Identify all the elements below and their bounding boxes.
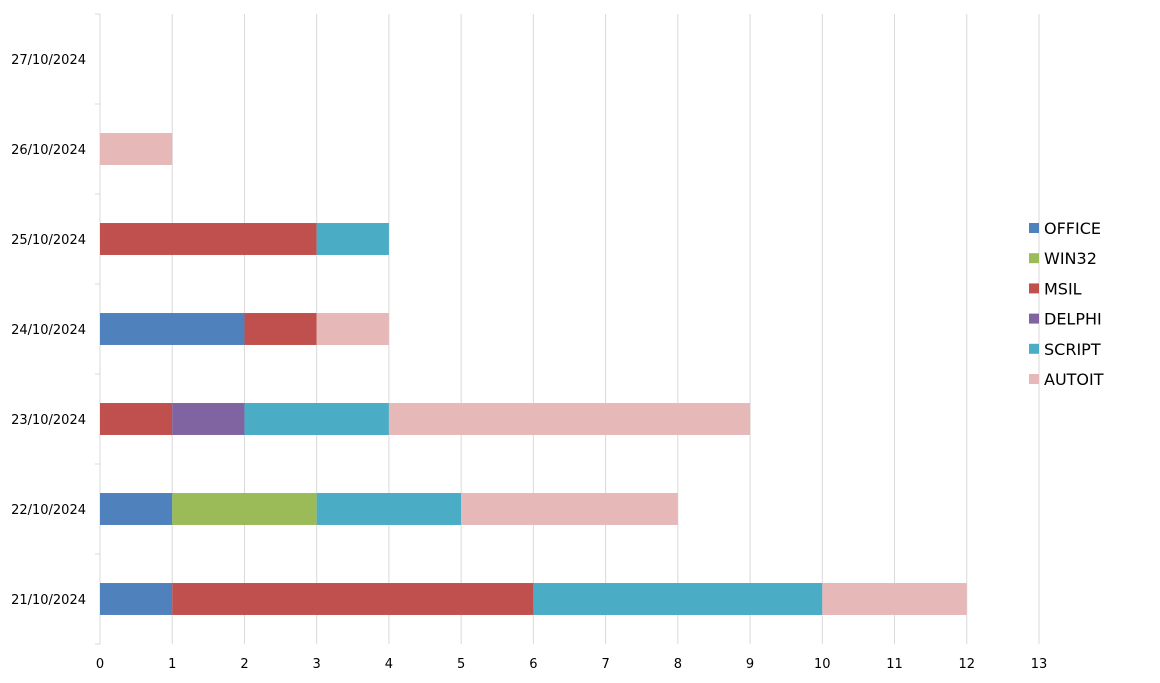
bar-script-23-10-2024	[244, 403, 389, 435]
bars	[100, 133, 967, 615]
x-tick-label-6: 6	[529, 657, 537, 672]
gridlines	[171, 14, 1040, 644]
category-label: 24/10/2024	[11, 323, 86, 338]
legend-swatch-office	[1029, 223, 1039, 233]
category-label: 23/10/2024	[11, 413, 86, 428]
bar-office-21-10-2024	[100, 583, 173, 615]
category-label: 26/10/2024	[11, 143, 86, 158]
bar-office-22-10-2024	[100, 493, 173, 525]
bar-autoit-22-10-2024	[461, 493, 678, 525]
bar-msil-21-10-2024	[172, 583, 534, 615]
category-label: 21/10/2024	[11, 593, 86, 608]
legend-label-script: SCRIPT	[1044, 340, 1101, 359]
category-label: 27/10/2024	[11, 53, 86, 68]
category-labels: 21/10/2024 22/10/2024 23/10/2024 24/10/2024…	[11, 53, 86, 608]
legend-swatch-script	[1029, 343, 1039, 354]
bar-autoit-23-10-2024	[388, 403, 751, 435]
legend-label-win32: WIN32	[1044, 249, 1097, 268]
bar-script-25-10-2024	[316, 223, 389, 255]
x-tick-label-11: 11	[886, 657, 903, 672]
legend-swatch-autoit	[1029, 374, 1039, 384]
bar-msil-25-10-2024	[100, 223, 317, 255]
bar-msil-23-10-2024	[100, 403, 173, 435]
bar-office-24-10-2024	[100, 313, 245, 345]
x-tick-label-8: 8	[674, 657, 682, 672]
x-tick-label-10: 10	[814, 657, 831, 672]
legend: OFFICE WIN32 MSIL DELPHI SCRIPT AUTOIT	[1029, 219, 1104, 389]
x-tick-label-3: 3	[313, 657, 321, 672]
legend-label-msil: MSIL	[1044, 279, 1082, 298]
axes	[95, 13, 101, 645]
legend-label-autoit: AUTOIT	[1044, 370, 1104, 389]
bar-delphi-23-10-2024	[172, 403, 245, 435]
bar-win32-22-10-2024	[172, 493, 317, 525]
x-tick-label-7: 7	[601, 657, 609, 672]
x-tick-label-2: 2	[240, 657, 248, 672]
bar-msil-24-10-2024	[244, 313, 317, 345]
x-tick-label-0: 0	[96, 657, 104, 672]
bar-script-21-10-2024	[533, 583, 823, 615]
category-label: 25/10/2024	[11, 233, 86, 248]
legend-label-office: OFFICE	[1044, 219, 1101, 238]
x-tick-label-5: 5	[457, 657, 465, 672]
x-tick-label-13: 13	[1031, 657, 1048, 672]
legend-label-delphi: DELPHI	[1044, 310, 1102, 329]
bar-autoit-26-10-2024	[100, 133, 173, 165]
x-tick-label-1: 1	[168, 657, 176, 672]
bar-autoit-21-10-2024	[822, 583, 967, 615]
category-label: 22/10/2024	[11, 503, 86, 518]
legend-swatch-msil	[1029, 283, 1039, 294]
x-tick-labels: 0 1 2 3 4 5 6 7 8 9 10 11 12 13	[96, 657, 1047, 672]
legend-swatch-win32	[1029, 253, 1039, 264]
x-tick-label-9: 9	[746, 657, 754, 672]
bar-script-22-10-2024	[316, 493, 462, 525]
bar-autoit-24-10-2024	[316, 313, 389, 345]
x-tick-label-4: 4	[385, 657, 393, 672]
x-tick-label-12: 12	[958, 657, 975, 672]
legend-swatch-delphi	[1029, 313, 1039, 324]
